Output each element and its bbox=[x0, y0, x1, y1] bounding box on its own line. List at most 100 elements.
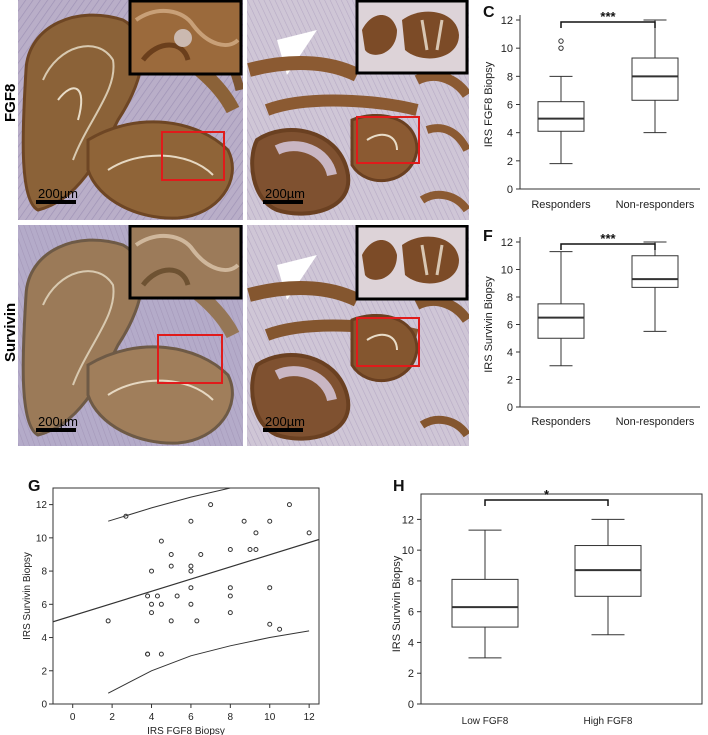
chart-g-svg: 0 2 4 6 8 10 12 0 2 4 6 8 10 12 IRS FGF8 Biopsy IRS Sur… bbox=[22, 487, 320, 735]
chart-c-ytick-label: 0 bbox=[507, 184, 513, 196]
chart-g-point bbox=[145, 651, 151, 657]
chart-f-significance-bracket bbox=[560, 243, 656, 250]
chart-g-point bbox=[253, 530, 259, 536]
chart-g-point bbox=[105, 618, 111, 624]
chart-h-ytick-label: 4 bbox=[408, 637, 414, 649]
chart-g-point bbox=[188, 518, 194, 524]
chart-f-ytick-label: 8 bbox=[507, 292, 513, 304]
chart-g-point bbox=[267, 621, 273, 627]
chart-g-xtick-label: 2 bbox=[109, 712, 115, 723]
chart-g-ytick-label: 4 bbox=[41, 633, 47, 644]
chart-h-svg: 0 2 4 6 8 10 12 IRS Survivin Biopsy Low FGF8 High… bbox=[391, 487, 703, 727]
chart-g-point bbox=[149, 568, 155, 574]
chart-g-point bbox=[149, 601, 155, 607]
chart-h-ytick-label: 2 bbox=[408, 668, 414, 680]
chart-g-point bbox=[227, 593, 233, 599]
chart-h-ytick-label: 8 bbox=[408, 576, 414, 588]
chart-g-point bbox=[306, 530, 312, 536]
chart-f-box bbox=[631, 255, 679, 288]
chart-g-xtick-label: 6 bbox=[188, 712, 194, 723]
chart-g-point bbox=[149, 610, 155, 616]
chart-c-y-label: IRS FGF8 Biopsy bbox=[483, 61, 495, 147]
chart-h-ytick-label: 12 bbox=[402, 514, 414, 526]
chart-c-ytick-label: 2 bbox=[507, 156, 513, 168]
chart-h-ytick-label: 0 bbox=[408, 699, 414, 711]
chart-c-significance-bracket bbox=[560, 21, 656, 28]
panel-label-h: H bbox=[393, 478, 405, 495]
chart-g-point bbox=[267, 585, 273, 591]
chart-g-xtick-label: 8 bbox=[228, 712, 234, 723]
chart-f-box bbox=[537, 303, 585, 339]
chart-g-ytick-label: 12 bbox=[36, 500, 48, 511]
panel-label-f: F bbox=[483, 228, 493, 245]
chart-h-ytick-label: 6 bbox=[408, 607, 414, 619]
chart-f-ytick-label: 6 bbox=[507, 320, 513, 332]
row-label-fgf8: FGF8 bbox=[2, 83, 19, 122]
chart-c-significance-stars: *** bbox=[600, 9, 616, 24]
chart-h: 0 2 4 6 8 10 12 IRS Survivin Biopsy Low FGF8 High… bbox=[388, 478, 703, 733]
chart-h-box bbox=[451, 578, 519, 628]
chart-g-point bbox=[154, 593, 160, 599]
chart-g-point bbox=[194, 618, 200, 624]
chart-h-significance-stars: * bbox=[544, 487, 550, 502]
chart-g-point bbox=[145, 593, 151, 599]
chart-f-ytick-label: 0 bbox=[507, 402, 513, 414]
chart-g-ytick-label: 0 bbox=[41, 700, 47, 711]
panel-label-d: D bbox=[7, 228, 19, 245]
chart-g-point bbox=[174, 593, 180, 599]
chart-h-ytick-label: 10 bbox=[402, 545, 414, 557]
chart-f-ytick-label: 12 bbox=[501, 237, 513, 249]
chart-g-point bbox=[158, 601, 164, 607]
chart-c-ytick-label: 12 bbox=[501, 15, 513, 27]
micrograph-e: 200µm bbox=[247, 225, 469, 446]
chart-h-frame bbox=[420, 493, 703, 705]
chart-f-svg: 0 2 4 6 8 10 12 IRS Survivin Biopsy Responders No… bbox=[483, 231, 700, 428]
chart-c: 0 2 4 6 8 10 12 IRS FGF8 Biopsy Responders Non-re… bbox=[478, 0, 708, 220]
chart-g: 0 2 4 6 8 10 12 0 2 4 6 8 10 12 IRS FGF8 Biopsy IRS Sur… bbox=[20, 478, 340, 735]
chart-g-xtick-label: 12 bbox=[304, 712, 316, 723]
chart-c-ytick-label: 6 bbox=[507, 100, 513, 112]
micrograph-b: 200µm bbox=[247, 0, 469, 220]
chart-g-ytick-label: 10 bbox=[36, 533, 48, 544]
chart-g-xtick-label: 0 bbox=[70, 712, 76, 723]
chart-g-point bbox=[277, 626, 283, 632]
chart-g-point bbox=[158, 538, 164, 544]
chart-g-point bbox=[158, 651, 164, 657]
chart-c-box bbox=[537, 101, 585, 132]
chart-g-ytick-label: 6 bbox=[41, 600, 47, 611]
chart-g-ytick-label: 8 bbox=[41, 567, 47, 578]
chart-f-significance-stars: *** bbox=[600, 231, 616, 246]
chart-g-point bbox=[267, 518, 273, 524]
chart-g-x-label: IRS FGF8 Biopsy bbox=[147, 726, 225, 735]
chart-g-fit-line bbox=[53, 538, 319, 623]
chart-g-point bbox=[227, 585, 233, 591]
micrograph-a: 200µm bbox=[18, 0, 243, 220]
chart-h-significance-bracket bbox=[484, 499, 609, 506]
chart-g-point bbox=[286, 502, 292, 508]
chart-c-category-label: Responders bbox=[531, 199, 591, 211]
chart-h-category-label: High FGF8 bbox=[584, 716, 633, 727]
chart-g-point bbox=[208, 502, 214, 508]
chart-g-point bbox=[188, 563, 194, 569]
chart-g-y-label: IRS Survivin Biopsy bbox=[22, 552, 33, 640]
chart-f-category-label: Responders bbox=[531, 416, 591, 428]
chart-c-outlier bbox=[558, 45, 564, 51]
scale-bar-label-b: 200µm bbox=[265, 186, 306, 201]
panel-label-a: A bbox=[7, 4, 19, 21]
chart-c-category-label: Non-responders bbox=[616, 199, 695, 211]
chart-g-point bbox=[198, 551, 204, 557]
panel-label-g: G bbox=[28, 478, 41, 495]
chart-f-ytick-label: 4 bbox=[507, 347, 513, 359]
chart-g-ytick-label: 2 bbox=[41, 666, 47, 677]
chart-g-point bbox=[227, 546, 233, 552]
chart-f: 0 2 4 6 8 10 12 IRS Survivin Biopsy Responders No… bbox=[478, 226, 708, 448]
chart-g-point bbox=[188, 601, 194, 607]
chart-g-ci-upper bbox=[108, 488, 231, 522]
panel-label-c: C bbox=[483, 4, 495, 21]
chart-f-y-label: IRS Survivin Biopsy bbox=[483, 276, 495, 373]
chart-c-ytick-label: 10 bbox=[501, 43, 513, 55]
chart-g-point bbox=[247, 546, 253, 552]
chart-g-ci-lower bbox=[107, 630, 310, 694]
scale-bar-label-e: 200µm bbox=[265, 414, 306, 429]
chart-c-ytick-label: 8 bbox=[507, 71, 513, 83]
